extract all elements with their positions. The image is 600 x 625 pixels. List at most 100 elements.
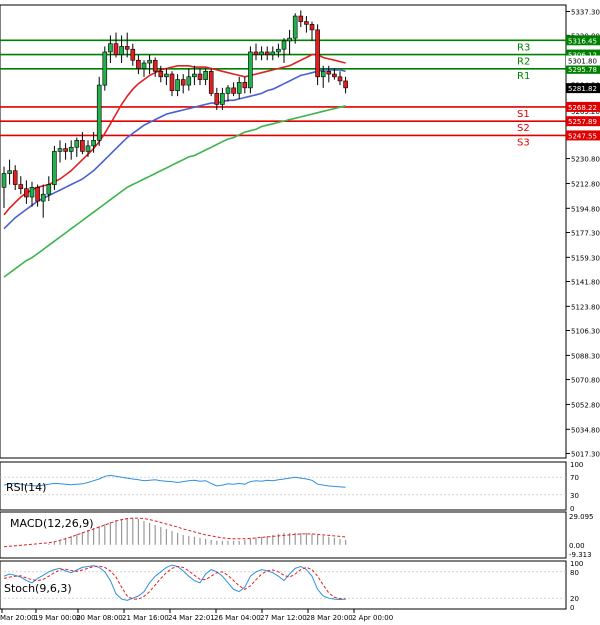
level-name-r2: R2: [517, 57, 530, 68]
candle-body: [259, 51, 264, 56]
candle: [332, 68, 337, 80]
rsi-tick-label: 0: [570, 505, 574, 513]
candle-body: [12, 170, 18, 185]
candle: [164, 68, 169, 86]
candle: [169, 71, 175, 97]
price-tick-label: 5123.80: [571, 303, 600, 311]
candle: [248, 46, 253, 94]
candle: [141, 60, 147, 77]
candle: [315, 24, 320, 86]
candle: [197, 68, 203, 86]
candle: [220, 87, 225, 110]
level-price-tag: [566, 130, 600, 141]
candle-body: [158, 70, 164, 78]
time-tick-label: 2 Apr 00:00: [352, 614, 393, 622]
candle-body: [68, 146, 74, 152]
candle-body: [169, 73, 175, 91]
candle: [1, 166, 7, 209]
time-tick-label: 28 Mar 20:00: [306, 614, 353, 622]
candle: [287, 29, 292, 55]
time-tick-label: 26 Mar 04:00: [214, 614, 261, 622]
candle-body: [343, 80, 348, 89]
candle: [203, 68, 208, 86]
candle-body: [102, 51, 108, 86]
macd-label: MACD(12,26,9): [10, 517, 94, 530]
candle-body: [236, 82, 242, 94]
moving-average-green: [3, 105, 346, 278]
price-tag-label: 5281.82: [568, 85, 597, 93]
price-tick-label: 5230.80: [571, 156, 600, 164]
level-price-tag: [566, 49, 600, 60]
candle-body: [264, 51, 270, 56]
candle: [119, 35, 124, 64]
price-tick-label: 5070.80: [571, 377, 600, 385]
level-price-label: 5257.89: [568, 118, 597, 126]
level-price-tag: [566, 116, 600, 127]
level-name-s1: S1: [517, 109, 530, 120]
candle: [7, 159, 12, 185]
candle-body: [63, 148, 68, 152]
price-tick-label: 5159.30: [571, 254, 600, 262]
candle: [35, 184, 40, 207]
macd-panel: MACD(12,26,9) 29.095 0.00-9.313: [0, 511, 594, 559]
candle-body: [113, 43, 119, 56]
moving-average-blue: [3, 69, 346, 230]
level-price-tag: [566, 35, 600, 46]
candle-body: [248, 51, 253, 89]
candle-body: [326, 70, 332, 75]
candle: [85, 140, 91, 157]
price-tick-label: 5017.30: [571, 450, 600, 458]
candle: [63, 143, 68, 160]
time-tick-label: 21 Mar 16:00: [122, 614, 169, 622]
price-tick-label: 5088.30: [571, 352, 600, 360]
candle: [214, 87, 220, 110]
candle-body: [85, 145, 91, 152]
candle-body: [304, 21, 309, 25]
time-tick-label: 27 Mar 12:00: [260, 614, 307, 622]
candle: [225, 85, 231, 102]
candle-body: [29, 187, 35, 198]
candle-body: [57, 148, 63, 152]
candle-body: [136, 59, 141, 69]
level-name-s2: S2: [517, 123, 530, 134]
candle: [124, 32, 130, 58]
price-panel: 5337.305320.005301.805284.505265.205247.…: [0, 4, 600, 459]
candle: [136, 54, 141, 75]
candle-body: [208, 70, 214, 94]
candle-body: [292, 15, 298, 39]
candle: [180, 74, 186, 94]
candle: [57, 140, 63, 163]
price-plot-frame: [0, 4, 567, 459]
time-tick-label: 20 Mar 08:00: [76, 614, 123, 622]
rsi-label: RSI(14): [6, 481, 46, 494]
price-tag: [566, 55, 600, 66]
candle-body: [320, 70, 326, 78]
candle: [158, 65, 164, 83]
price-tick-label: 5141.80: [571, 278, 600, 286]
price-tag-label: 5301.80: [568, 58, 597, 66]
rsi-tick-label: 100: [570, 461, 583, 469]
stoch-d-line: [3, 565, 346, 600]
candle-body: [220, 93, 225, 105]
time-tick-label: Mar 20:00: [0, 614, 36, 622]
candle-body: [35, 187, 40, 202]
rsi-line: [3, 474, 346, 488]
candle-body: [203, 70, 208, 80]
candle: [68, 140, 74, 160]
candle: [18, 176, 24, 195]
candle: [281, 38, 287, 64]
stoch-label: Stoch(9,6,3): [4, 582, 72, 595]
stoch-k-line: [3, 564, 346, 601]
candle-body: [298, 15, 304, 22]
level-price-label: 5268.22: [568, 104, 597, 112]
candle-body: [175, 79, 180, 91]
stoch-tick-label: 0: [570, 604, 574, 612]
candle-body: [180, 79, 186, 86]
price-tick-label: 5052.80: [571, 401, 600, 409]
macd-tick-label: 0.00: [569, 542, 585, 550]
candle: [130, 43, 136, 66]
candle-body: [242, 82, 248, 89]
candle-body: [119, 46, 124, 56]
candle: [298, 10, 304, 28]
